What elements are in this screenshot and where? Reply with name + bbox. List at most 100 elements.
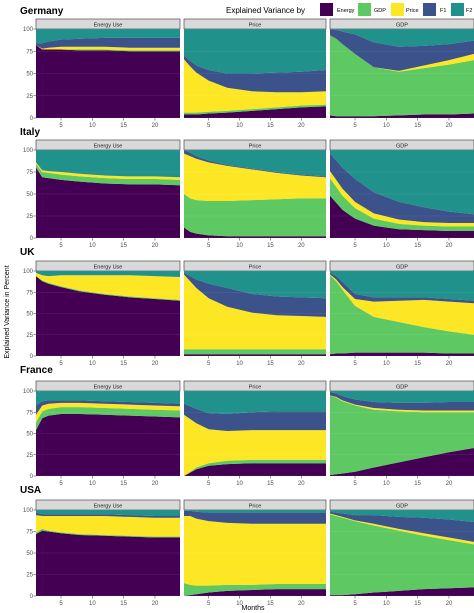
y-tick-label-usa-0: 0 [30,594,34,600]
area-energy-france-energy-use [36,413,180,476]
strip-label-uk-energy-use: Energy Use [94,264,123,270]
y-tick-label-italy-50: 50 [26,192,33,198]
x-tick-label-uk-price-10: 10 [236,361,243,367]
strip-label-germany-price: Price [249,22,262,28]
legend-label-f2: F2 [466,8,472,14]
area-energy-germany-gdp [330,113,474,118]
y-tick-label-usa-75: 75 [26,530,33,536]
legend: Explained Variance by Energy GDP Price F… [226,3,472,16]
y-tick-label-germany-75: 75 [26,49,33,55]
x-tick-label-italy-gdp-5: 5 [353,243,357,249]
x-tick-label-france-gdp-5: 5 [353,481,357,487]
area-f2-uk-gdp [330,271,474,301]
area-gdp-germany-energy-use [36,45,180,52]
area-price-usa-energy-use [36,515,180,537]
y-tick-label-italy-25: 25 [26,214,33,220]
area-gdp-italy-energy-use [36,164,180,186]
area-gdp-usa-energy-use [36,528,180,538]
area-price-uk-price [184,274,326,350]
x-tick-label-germany-energy-use-10: 10 [89,123,96,129]
x-tick-label-usa-gdp-5: 5 [353,601,357,607]
country-label-italy: Italy [20,127,40,138]
x-tick-label-germany-price-10: 10 [236,123,243,129]
area-f1-germany-price [184,55,326,93]
x-tick-label-france-gdp-10: 10 [383,481,390,487]
strip-label-germany-gdp: GDP [396,22,408,28]
country-label-uk: UK [20,247,35,258]
legend-swatch-f1 [423,3,436,16]
area-energy-uk-energy-use [36,276,180,356]
area-f1-uk-gdp [330,272,474,304]
area-energy-uk-price [184,354,326,356]
area-energy-usa-energy-use [36,530,180,596]
y-tick-label-italy-75: 75 [26,170,33,176]
x-tick-label-germany-energy-use-15: 15 [120,123,127,129]
y-tick-label-usa-25: 25 [26,573,33,579]
area-price-usa-price [184,516,326,586]
x-tick-label-usa-price-5: 5 [207,601,211,607]
strip-label-italy-gdp: GDP [396,143,408,149]
area-energy-italy-price [184,227,326,238]
y-tick-label-uk-0: 0 [30,354,34,360]
area-energy-france-gdp [330,447,474,476]
y-tick-label-france-25: 25 [26,453,33,459]
x-tick-label-usa-price-15: 15 [267,601,274,607]
strip-label-italy-price: Price [249,143,262,149]
y-tick-label-germany-50: 50 [26,72,33,78]
y-tick-label-italy-0: 0 [30,236,34,242]
legend-label-gdp: GDP [374,8,386,14]
x-tick-label-germany-gdp-5: 5 [353,123,357,129]
legend-title: Explained Variance by [226,6,305,15]
area-price-uk-energy-use [36,272,180,300]
y-tick-label-usa-50: 50 [26,551,33,557]
legend-item-price: Price [391,3,419,16]
area-f2-uk-energy-use [36,271,180,277]
area-energy-germany-energy-use [36,45,180,118]
area-gdp-italy-price [184,194,326,237]
area-f2-usa-energy-use [36,510,180,517]
x-tick-label-uk-gdp-20: 20 [446,361,453,367]
area-energy-germany-price [184,106,326,118]
legend-swatch-gdp [358,3,371,16]
x-tick-label-germany-price-15: 15 [267,123,274,129]
area-energy-usa-gdp [330,587,474,596]
x-tick-label-italy-energy-use-20: 20 [152,243,159,249]
y-tick-label-italy-100: 100 [23,148,34,154]
strip-label-usa-price: Price [249,503,262,509]
area-gdp-italy-gdp [330,178,474,231]
area-price-france-energy-use [36,402,180,423]
y-tick-label-uk-25: 25 [26,333,33,339]
x-tick-label-italy-gdp-15: 15 [414,243,421,249]
area-price-usa-gdp [330,513,474,545]
x-tick-label-italy-price-15: 15 [267,243,274,249]
legend-label-energy: Energy [337,8,355,14]
area-price-uk-gdp [330,274,474,335]
x-tick-label-france-energy-use-20: 20 [152,481,159,487]
x-tick-label-france-gdp-20: 20 [446,481,453,487]
strip-label-france-price: Price [249,384,262,390]
strip-label-france-gdp: GDP [396,384,408,390]
x-tick-label-germany-price-5: 5 [207,123,211,129]
legend-item-f2: F2 [451,3,472,16]
x-tick-label-uk-gdp-5: 5 [353,361,357,367]
y-axis-title: Explained Variance in Percent [4,265,11,358]
area-price-italy-price [184,153,326,202]
x-tick-label-uk-gdp-10: 10 [383,361,390,367]
x-axis-title: Months [242,605,265,612]
x-tick-label-usa-price-20: 20 [298,601,305,607]
x-tick-label-uk-gdp-15: 15 [414,361,421,367]
country-label-germany: Germany [20,6,64,17]
x-tick-label-usa-gdp-10: 10 [383,601,390,607]
x-tick-label-germany-gdp-20: 20 [446,123,453,129]
x-tick-label-italy-price-5: 5 [207,243,211,249]
x-tick-label-uk-price-20: 20 [298,361,305,367]
y-tick-label-uk-50: 50 [26,312,33,318]
y-tick-label-germany-0: 0 [30,116,34,122]
x-tick-label-usa-energy-use-10: 10 [89,601,96,607]
area-gdp-france-price [184,459,326,476]
x-tick-label-germany-energy-use-5: 5 [59,123,63,129]
area-gdp-france-energy-use [36,407,180,431]
x-tick-label-usa-energy-use-5: 5 [59,601,63,607]
x-tick-label-usa-gdp-15: 15 [414,601,421,607]
legend-swatch-price [391,3,404,16]
